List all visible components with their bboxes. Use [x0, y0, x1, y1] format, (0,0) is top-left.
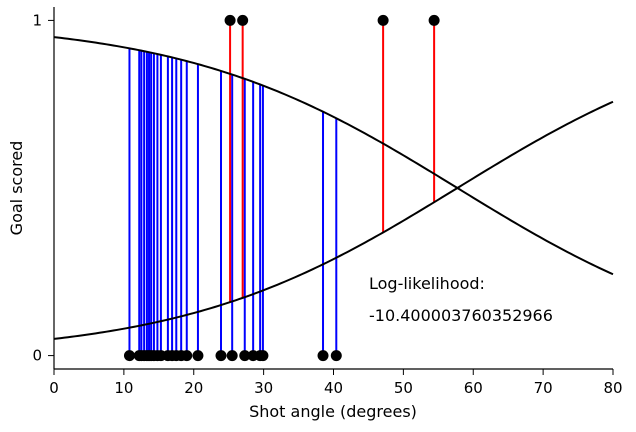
x-tick-label: 20	[184, 379, 203, 397]
miss-data-point	[181, 350, 193, 362]
goal-data-point	[224, 14, 236, 26]
y-tick-label: 0	[32, 347, 42, 365]
x-tick-label: 60	[464, 379, 483, 397]
goal-data-point	[377, 14, 389, 26]
y-axis-label: Goal scored	[7, 141, 26, 236]
miss-data-point	[123, 350, 135, 362]
miss-data-point	[192, 350, 204, 362]
miss-data-point	[215, 350, 227, 362]
plot-area	[53, 14, 614, 362]
x-tick-label: 0	[49, 379, 59, 397]
goal-data-point	[237, 14, 249, 26]
miss-data-point	[317, 350, 329, 362]
x-tick-label: 70	[534, 379, 553, 397]
miss-data-point	[330, 350, 342, 362]
x-tick-label: 30	[254, 379, 273, 397]
y-tick-label: 1	[32, 11, 42, 29]
log-likelihood-value: -10.400003760352966	[369, 306, 553, 325]
goal-probability-curve	[53, 100, 614, 340]
x-tick-label: 10	[114, 379, 133, 397]
log-likelihood-label: Log-likelihood:	[369, 274, 485, 293]
miss-probability-curve	[53, 36, 614, 276]
x-axis-label: Shot angle (degrees)	[249, 402, 417, 421]
miss-data-point	[226, 350, 238, 362]
miss-data-point	[257, 350, 269, 362]
x-tick-label: 40	[324, 379, 343, 397]
goal-data-point	[428, 14, 440, 26]
x-tick-label: 80	[603, 379, 622, 397]
ticks: 0 10 20 30 40 50 60 70 80 0 1	[32, 11, 622, 397]
x-tick-label: 50	[394, 379, 413, 397]
